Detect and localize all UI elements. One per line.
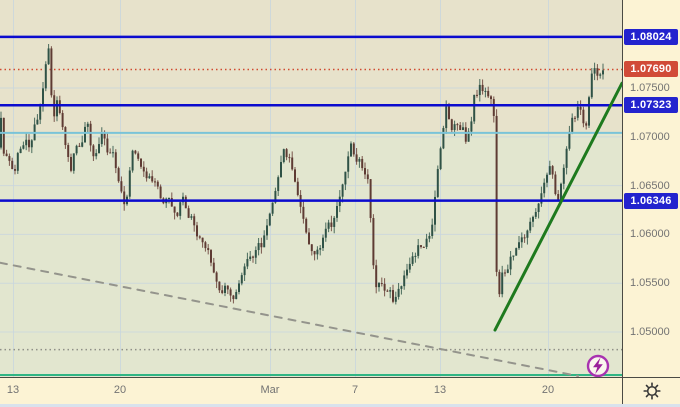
- lower-zone-background: [0, 132, 622, 377]
- time-tick-label: 7: [351, 384, 359, 396]
- lightning-marker[interactable]: [586, 354, 610, 378]
- lightning-bolt-icon: [593, 357, 603, 374]
- price-tick-label: 1.06000: [630, 228, 670, 241]
- price-level-badge-1.08024: 1.08024: [624, 28, 678, 45]
- chart-canvas: [0, 0, 624, 378]
- axis-horizontal-divider: [0, 377, 680, 378]
- axis-settings-corner: [623, 378, 680, 404]
- time-tick-label: 20: [113, 384, 127, 396]
- gear-icon[interactable]: [642, 381, 662, 401]
- price-level-badge-1.06346: 1.06346: [624, 192, 678, 209]
- price-axis[interactable]: 1.07500 1.07000 1.06500 1.06000 1.05500 1.050…: [623, 0, 680, 377]
- ascending-green-trendline[interactable]: [493, 81, 624, 332]
- price-tick-label: 1.07500: [630, 82, 670, 95]
- price-tick-label: 1.05000: [630, 326, 670, 339]
- time-tick-label: 13: [433, 384, 447, 396]
- time-tick-label: 13: [6, 384, 20, 396]
- bottom-edge-strip: [0, 404, 680, 407]
- price-level-badge-1.07323: 1.07323: [624, 97, 678, 114]
- descending-dashed-trendline[interactable]: [0, 261, 579, 377]
- axis-vertical-divider: [622, 0, 623, 404]
- chart-plot-area[interactable]: [0, 0, 624, 378]
- time-tick-label: Mar: [260, 384, 280, 396]
- time-axis[interactable]: 13 20 Mar 7 13 20: [0, 378, 622, 404]
- upper-zone-background: [0, 0, 622, 133]
- price-tick-label: 1.06500: [630, 179, 670, 192]
- price-tick-label: 1.05500: [630, 277, 670, 290]
- time-tick-label: 20: [541, 384, 555, 396]
- price-tick-label: 1.07000: [630, 130, 670, 143]
- price-level-badge-1.07690: 1.07690: [624, 61, 678, 78]
